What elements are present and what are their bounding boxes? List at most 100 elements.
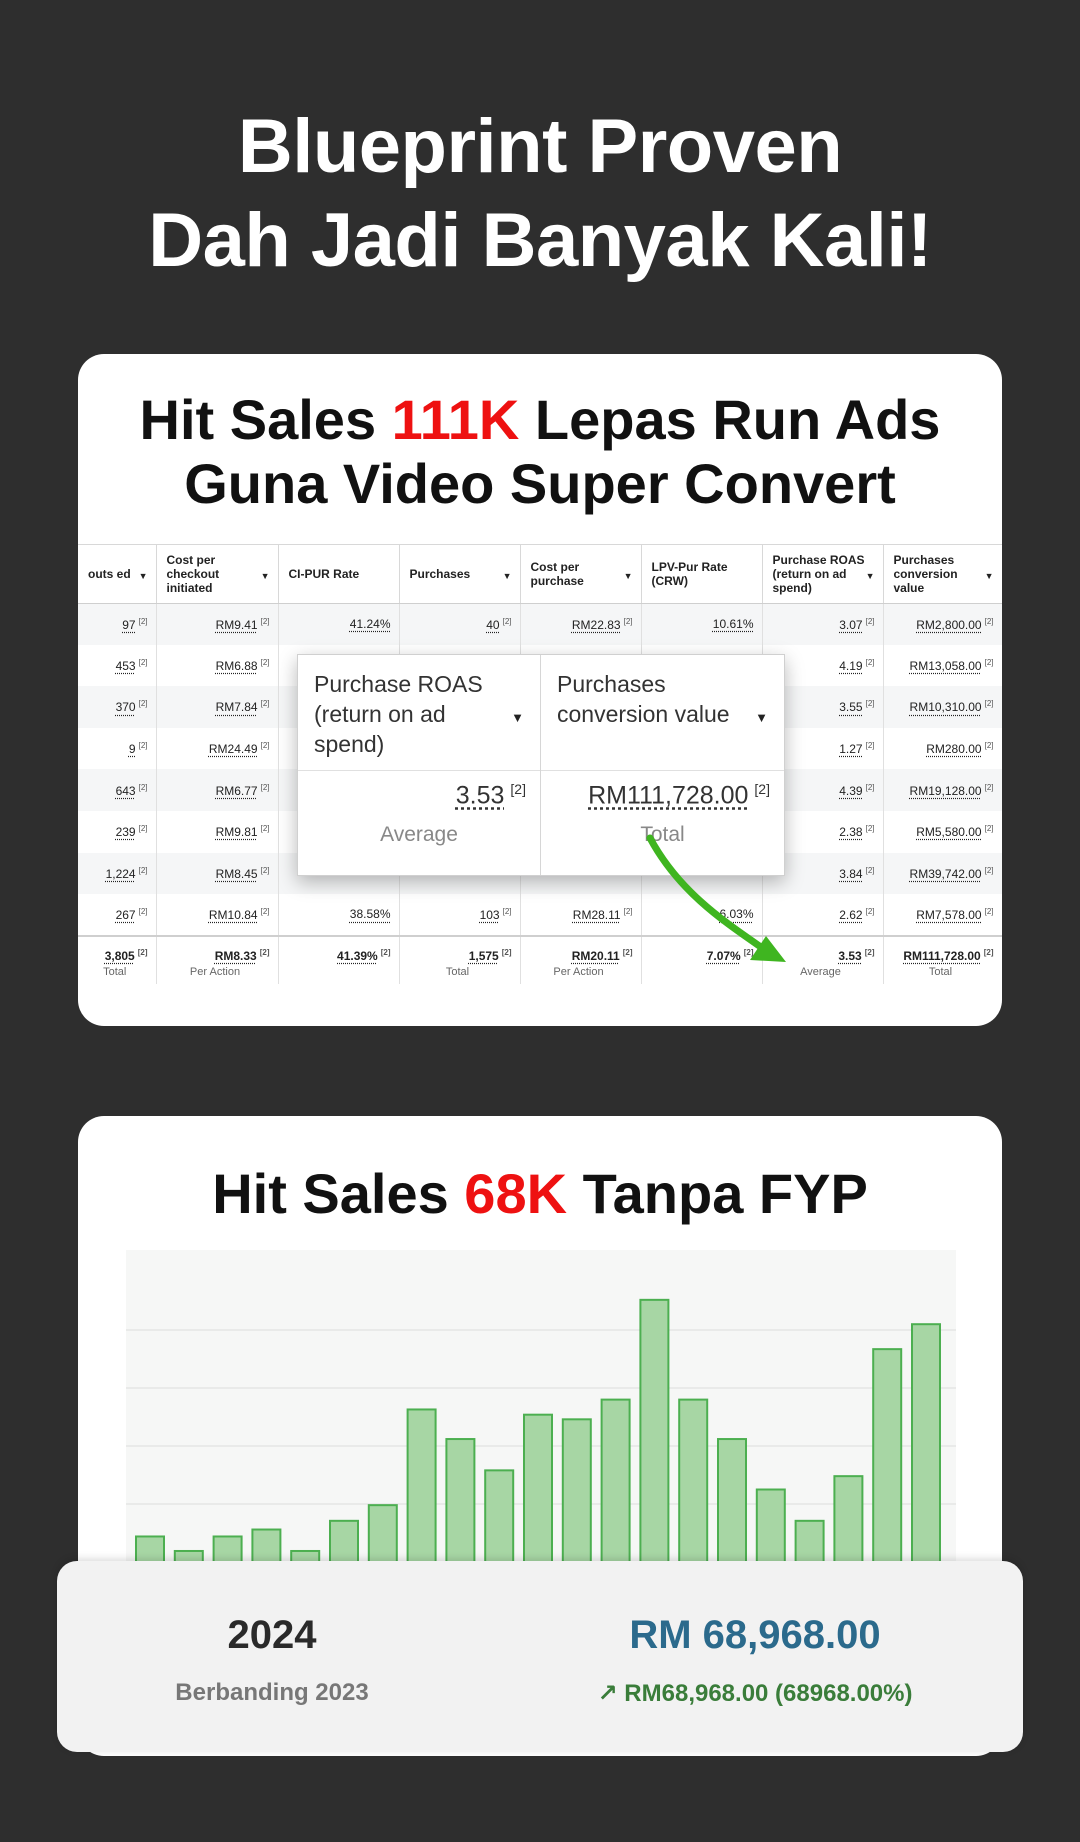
table-row: 97 [2] RM9.41 [2] 41.24% 40 [2] RM22.83 [2] 10.61…: [78, 603, 1002, 645]
chart-bar: [911, 1323, 941, 1590]
popup-value-roas: 3.53 [2]: [455, 781, 526, 810]
chart-bar: [872, 1348, 903, 1590]
dropdown-arrow-icon[interactable]: ▼: [755, 710, 768, 725]
table-header-col-5[interactable]: LPV-Pur Rate (CRW): [641, 545, 763, 604]
table-total-cell: RM8.33 [2] Per Action: [156, 934, 279, 984]
table-header-col-3[interactable]: Purchases ▼: [399, 545, 521, 604]
chart-bar: [523, 1413, 553, 1590]
sales-bar-chart: [126, 1250, 956, 1590]
table-total-cell: 3.53 [2] Average: [762, 934, 884, 984]
table-cell: RM9.41 [2]: [156, 603, 279, 645]
popup-header-roas-label: Purchase ROAS (return on ad spend): [314, 671, 483, 757]
table-cell: 6.03%: [641, 894, 763, 936]
table-cell: 10.61%: [641, 603, 763, 645]
table-cell: RM8.45 [2]: [156, 852, 279, 895]
card1-title-post: Lepas Run Ads: [519, 388, 941, 451]
table-cell: 41.24%: [278, 603, 400, 645]
table-cell: 267 [2]: [78, 894, 157, 936]
table-cell: 3.07 [2]: [762, 603, 884, 645]
popup-label-total: Total: [640, 823, 685, 846]
table-header-label: Purchases: [409, 566, 471, 581]
chart-bar: [406, 1408, 437, 1590]
table-cell: RM5,580.00 [2]: [883, 810, 1002, 853]
ads-results-card: Hit Sales 111K Lepas Run Ads Guna Video …: [78, 354, 1002, 1026]
table-totals-row: 3,805 [2] Total RM8.33 [2] Per Action 41.39% [2…: [78, 934, 1002, 984]
table-header-col-7[interactable]: Purchases conversion value ▼: [883, 545, 1002, 604]
table-total-cell: RM20.11 [2] Per Action: [520, 934, 642, 984]
sort-arrow-icon[interactable]: ▼: [138, 571, 148, 581]
table-total-cell: 1,575 [2] Total: [399, 934, 521, 984]
table-cell: 40 [2]: [399, 603, 521, 645]
table-header-col-2[interactable]: CI-PUR Rate: [278, 545, 400, 604]
table-cell: 103 [2]: [399, 894, 521, 936]
popup-header-conversion-value[interactable]: Purchases conversion value ▼: [541, 655, 784, 771]
table-cell: RM10,310.00 [2]: [883, 686, 1002, 728]
table-cell: 2.62 [2]: [762, 894, 884, 936]
table-total-cell: 7.07% [2]: [641, 934, 763, 984]
metrics-popup: Purchase ROAS (return on ad spend) ▼ 3.5…: [297, 654, 785, 876]
table-cell: RM280.00 [2]: [883, 727, 1002, 770]
popup-col-conversion-value: Purchases conversion value ▼ RM111,728.0…: [541, 655, 784, 875]
table-cell: RM6.88 [2]: [156, 644, 279, 687]
popup-col-roas: Purchase ROAS (return on ad spend) ▼ 3.5…: [298, 655, 541, 875]
table-header-label: Purchase ROAS (return on ad spend): [772, 552, 865, 595]
table-header-label: Purchases conversion value: [893, 552, 958, 595]
table-cell: RM6.77 [2]: [156, 769, 279, 811]
popup-value-conversion: RM111,728.00 [2]: [588, 781, 770, 810]
card2-title-post: Tanpa FYP: [567, 1162, 868, 1225]
chart-bar: [678, 1398, 709, 1590]
table-cell: 9 [2]: [78, 727, 157, 770]
sales-summary-panel: 2024 Berbanding 2023 RM 68,968.00 ↗ RM68…: [57, 1561, 1023, 1752]
table-header-label: LPV-Pur Rate (CRW): [651, 559, 728, 588]
dropdown-arrow-icon[interactable]: ▼: [511, 710, 524, 725]
table-cell: 38.58%: [278, 894, 400, 936]
chart-bar: [600, 1398, 631, 1590]
popup-header-roas[interactable]: Purchase ROAS (return on ad spend) ▼: [298, 655, 540, 771]
table-cell: RM28.11 [2]: [520, 894, 642, 936]
table-total-cell: 41.39% [2]: [278, 934, 400, 984]
headline-line-2: Dah Jadi Banyak Kali!: [148, 198, 932, 283]
table-header-label: Cost per checkout initiated: [166, 552, 220, 595]
table-cell: RM10.84 [2]: [156, 894, 279, 936]
card1-title: Hit Sales 111K Lepas Run Ads: [78, 388, 1002, 452]
table-header-col-1[interactable]: Cost per checkout initiated ▼: [156, 545, 279, 604]
sort-arrow-icon[interactable]: ▼: [865, 571, 875, 581]
table-header-col-0[interactable]: outs ed ▼: [78, 545, 157, 604]
table-cell: 370 [2]: [78, 686, 157, 728]
table-header-label: CI-PUR Rate: [288, 566, 360, 581]
table-cell: RM13,058.00 [2]: [883, 644, 1002, 687]
table-cell: 239 [2]: [78, 810, 157, 853]
table-header-label: Cost per purchase: [530, 559, 584, 588]
popup-header-conversion-label: Purchases conversion value: [557, 671, 730, 727]
table-cell: RM19,128.00 [2]: [883, 769, 1002, 811]
table-cell: RM39,742.00 [2]: [883, 852, 1002, 895]
popup-label-average: Average: [380, 823, 458, 846]
trend-up-icon: ↗: [597, 1680, 618, 1707]
summary-amount: RM 68,968.00: [629, 1613, 881, 1657]
card1-title-highlight: 111K: [391, 388, 520, 451]
sort-arrow-icon[interactable]: ▼: [260, 571, 270, 581]
table-cell: 453 [2]: [78, 644, 157, 687]
table-cell: 643 [2]: [78, 769, 157, 811]
summary-change: ↗ RM68,968.00 (68968.00%): [487, 1679, 1023, 1708]
headline-line-1: Blueprint Proven: [237, 104, 843, 189]
table-header-col-6[interactable]: Purchase ROAS (return on ad spend) ▼: [762, 545, 884, 604]
table-cell: RM7,578.00 [2]: [883, 894, 1002, 936]
table-header-col-4[interactable]: Cost per purchase ▼: [520, 545, 642, 604]
card1-subtitle: Guna Video Super Convert: [184, 452, 896, 515]
table-total-cell: 3,805 [2] Total: [78, 934, 157, 984]
summary-change-value: RM68,968.00 (68968.00%): [624, 1680, 913, 1707]
table-cell: RM2,800.00 [2]: [883, 603, 1002, 645]
table-cell: 97 [2]: [78, 603, 157, 645]
card2-title-highlight: 68K: [464, 1162, 568, 1225]
sort-arrow-icon[interactable]: ▼: [984, 571, 994, 581]
table-cell: RM22.83 [2]: [520, 603, 642, 645]
summary-comparison: Berbanding 2023: [175, 1679, 369, 1706]
sort-arrow-icon[interactable]: ▼: [502, 571, 512, 581]
chart-bar: [639, 1298, 670, 1590]
summary-year: 2024: [227, 1613, 317, 1657]
table-cell: RM9.81 [2]: [156, 810, 279, 853]
card2-title: Hit Sales 68K Tanpa FYP: [78, 1162, 1002, 1226]
sort-arrow-icon[interactable]: ▼: [623, 571, 633, 581]
table-header-label: outs ed: [88, 566, 131, 581]
